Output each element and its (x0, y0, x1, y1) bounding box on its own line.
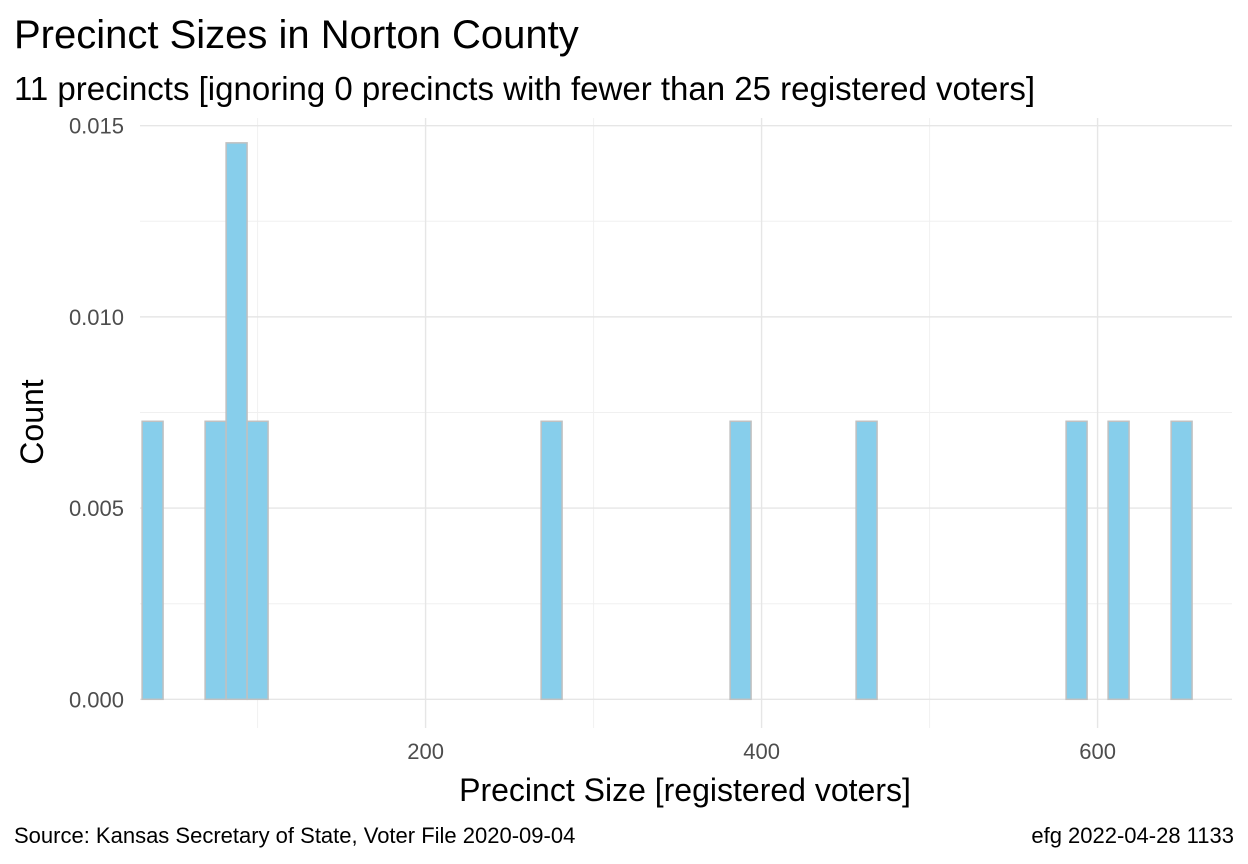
x-tick-label-1: 400 (743, 739, 780, 764)
x-tick-label-0: 200 (407, 739, 444, 764)
x-axis-tick-labels: 200 400 600 (407, 739, 1116, 764)
major-gridlines (140, 118, 1232, 728)
minor-gridlines (140, 118, 1232, 728)
histogram-bar-7 (1065, 420, 1088, 701)
histogram-bar-9 (1170, 420, 1193, 701)
y-tick-label-3: 0.015 (69, 114, 124, 139)
x-axis-title: Precinct Size [registered voters] (459, 772, 911, 808)
source-caption: Source: Kansas Secretary of State, Voter… (14, 823, 575, 848)
histogram-bar-3 (246, 420, 269, 701)
y-tick-label-2: 0.010 (69, 305, 124, 330)
author-timestamp-caption: efg 2022-04-28 1133 (1031, 823, 1234, 848)
histogram-bars (141, 142, 1193, 701)
x-tick-label-2: 600 (1079, 739, 1116, 764)
y-axis-title: Count (14, 379, 50, 465)
y-tick-label-1: 0.005 (69, 496, 124, 521)
chart-title: Precinct Sizes in Norton County (14, 13, 579, 57)
histogram-bar-2 (225, 142, 248, 701)
y-axis-tick-labels: 0.000 0.005 0.010 0.015 (69, 114, 124, 713)
histogram-bar-6 (855, 420, 878, 701)
histogram-bar-1 (204, 420, 227, 701)
chart-subtitle: 11 precincts [ignoring 0 precincts with … (14, 70, 1035, 107)
histogram-bar-0 (141, 420, 164, 701)
y-tick-label-0: 0.000 (69, 687, 124, 712)
histogram-bar-4 (540, 420, 563, 701)
histogram-bar-8 (1107, 420, 1130, 701)
histogram-bar-5 (729, 420, 752, 701)
